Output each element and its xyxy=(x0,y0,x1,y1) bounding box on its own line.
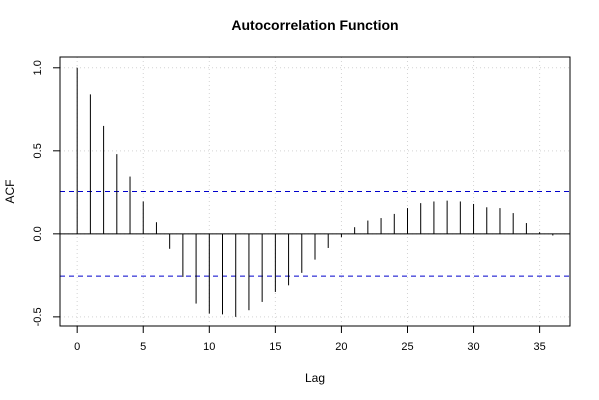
x-tick-label: 0 xyxy=(74,341,80,353)
x-tick-label: 30 xyxy=(467,341,479,353)
y-axis-label: ACF xyxy=(3,180,17,204)
y-axis: -0.5 0.0 0.5 1.0 xyxy=(32,60,61,326)
acf-spikes xyxy=(76,67,554,317)
x-tick-label: 25 xyxy=(401,341,413,353)
x-tick-label: 5 xyxy=(140,341,146,353)
chart-title: Autocorrelation Function xyxy=(231,17,398,33)
confidence-bounds xyxy=(60,191,570,277)
x-axis: 0 5 10 15 20 25 30 35 xyxy=(74,325,546,353)
x-tick-label: 10 xyxy=(203,341,215,353)
x-axis-label: Lag xyxy=(305,371,325,385)
y-tick-label: 0.0 xyxy=(32,226,44,241)
y-tick-label: -0.5 xyxy=(32,307,44,326)
y-tick-label: 0.5 xyxy=(32,143,44,158)
x-tick-label: 20 xyxy=(335,341,347,353)
x-tick-label: 35 xyxy=(533,341,545,353)
x-tick-label: 15 xyxy=(269,341,281,353)
y-tick-label: 1.0 xyxy=(32,60,44,75)
